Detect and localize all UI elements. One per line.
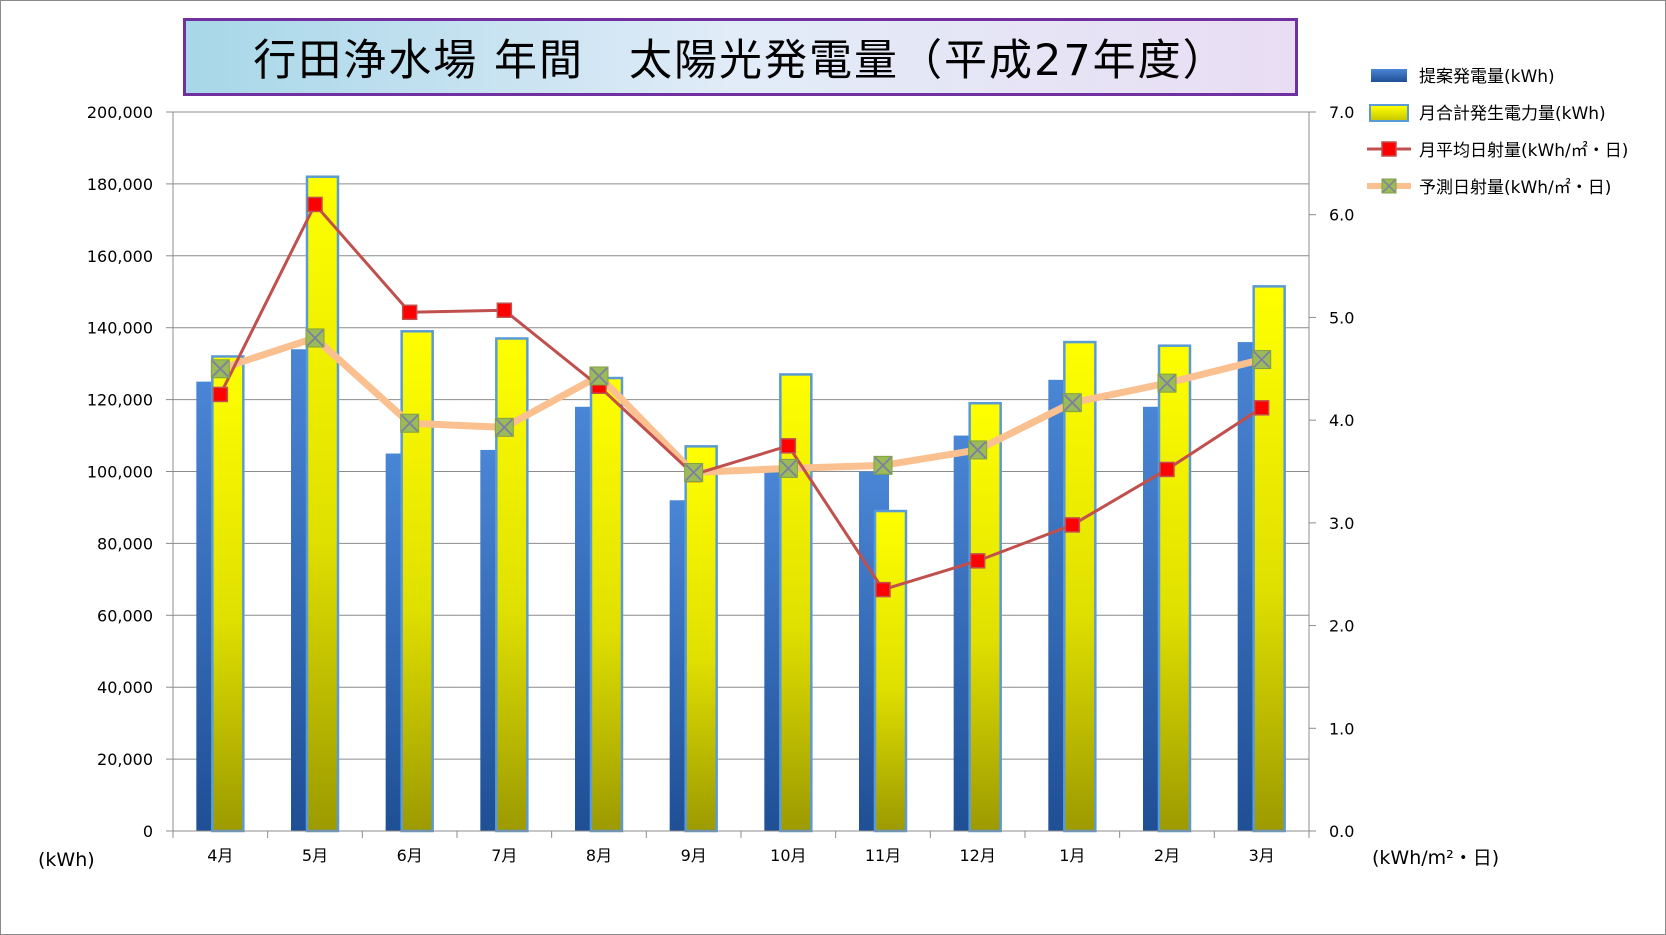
marker-forecast-cross <box>969 441 987 459</box>
left-axis-tick-label: 100,000 <box>87 463 153 482</box>
legend-label-line2: 予測日射量(kWh/㎡・日) <box>1419 178 1612 198</box>
x-axis-tick-label: 5月 <box>302 846 328 865</box>
left-axis-tick-label: 60,000 <box>97 606 153 625</box>
bar-actual <box>1063 340 1097 833</box>
marker-forecast-cross <box>685 463 703 482</box>
marker-forecast-cross <box>779 459 797 478</box>
marker-irradiance <box>1253 400 1270 416</box>
marker-irradiance <box>969 553 986 569</box>
x-axis-tick-label: 7月 <box>491 846 517 865</box>
right-axis-tick-label: 2.0 <box>1329 617 1354 636</box>
marker-forecast-cross <box>495 418 513 436</box>
marker-forecast-cross <box>1063 394 1081 412</box>
chart-title: 行田浄水場 年間 太陽光発電量（平成27年度） <box>253 36 1228 86</box>
legend-label-bar2: 月合計発生電力量(kWh) <box>1419 104 1606 124</box>
right-axis-tick-label: 7.0 <box>1329 103 1354 122</box>
bar-actual <box>1157 344 1192 833</box>
legend-item-bar1: 提案発電量(kWh) <box>1365 56 1628 93</box>
bar-actual <box>305 175 340 833</box>
x-axis-tick-label: 12月 <box>959 846 995 865</box>
x-axis-tick-label: 4月 <box>207 846 233 865</box>
right-axis-tick-label: 1.0 <box>1329 719 1354 738</box>
left-axis-tick-label: 0 <box>143 822 153 841</box>
axes-layer: 0 20,000 40,000 60,000 80,000 100,000 120,000 1… <box>87 103 1355 865</box>
legend-line2-icon <box>1367 178 1411 193</box>
marker-irradiance <box>496 302 513 318</box>
right-axis-tick-label: 0.0 <box>1329 822 1354 841</box>
x-axis-tick-label: 11月 <box>865 846 901 865</box>
x-axis-tick-label: 6月 <box>397 846 423 865</box>
marker-irradiance <box>1064 517 1081 533</box>
bar-actual <box>589 376 624 833</box>
x-axis-tick-label: 3月 <box>1249 846 1275 865</box>
left-axis-unit: (kWh) <box>38 849 95 871</box>
marker-irradiance <box>1159 461 1175 478</box>
legend-item-line1: 月平均日射量(kWh/㎡・日) <box>1365 130 1628 167</box>
x-axis-tick-label: 2月 <box>1154 846 1180 865</box>
left-axis-tick-label: 140,000 <box>87 319 153 338</box>
marker-forecast-cross <box>874 456 892 474</box>
x-axis-tick-label: 10月 <box>770 846 806 865</box>
legend-label-line1: 月平均日射量(kWh/㎡・日) <box>1419 141 1629 161</box>
right-axis-tick-label: 6.0 <box>1329 206 1354 225</box>
bar-actual <box>1252 285 1286 833</box>
right-axis-unit: (kWh/m²・日) <box>1372 847 1499 869</box>
legend: 提案発電量(kWh) 月合計発生電力量(kWh) 月平均日射量(kWh/㎡・日)… <box>1365 56 1628 204</box>
marker-forecast-cross <box>590 367 608 385</box>
marker-irradiance <box>875 581 891 598</box>
marker-forecast-cross <box>1253 350 1271 369</box>
left-axis-tick-label: 40,000 <box>97 678 153 697</box>
legend-swatch-line2 <box>1365 176 1413 196</box>
marker-irradiance <box>212 386 229 403</box>
line-forecast <box>219 334 1263 477</box>
legend-swatch-bar2 <box>1365 102 1413 122</box>
bar-actual <box>968 401 1002 833</box>
marker-forecast-cross <box>401 414 419 432</box>
marker-irradiance <box>401 304 418 321</box>
x-axis-tick-label: 1月 <box>1059 846 1085 865</box>
left-axis-tick-label: 80,000 <box>97 534 153 553</box>
left-axis-tick-label: 120,000 <box>87 391 153 410</box>
left-axis-tick-label: 160,000 <box>87 247 153 266</box>
legend-line1-icon <box>1367 140 1411 157</box>
right-axis-tick-label: 5.0 <box>1329 308 1354 327</box>
x-axis-tick-label: 8月 <box>586 846 612 865</box>
bar-actual <box>400 330 434 833</box>
bar-actual <box>684 445 718 833</box>
marker-irradiance <box>307 196 323 213</box>
marker-forecast-cross <box>211 360 229 378</box>
marker-irradiance <box>780 438 797 454</box>
legend-item-bar2: 月合計発生電力量(kWh) <box>1365 93 1628 130</box>
bar-actual <box>873 509 908 833</box>
left-axis-tick-label: 200,000 <box>87 103 153 122</box>
left-axis-tick-label: 180,000 <box>87 175 153 194</box>
marker-forecast-cross <box>1158 374 1176 392</box>
left-axis-tick-label: 20,000 <box>97 750 153 769</box>
bar-actual <box>495 337 529 833</box>
legend-swatch-bar1 <box>1365 65 1413 85</box>
bar-actual <box>211 355 245 833</box>
x-axis-tick-label: 9月 <box>681 846 707 865</box>
marker-forecast-cross <box>306 329 324 347</box>
lines-layer <box>210 196 1272 598</box>
chart-title-box: 行田浄水場 年間 太陽光発電量（平成27年度） <box>183 18 1298 96</box>
legend-item-line2: 予測日射量(kWh/㎡・日) <box>1365 167 1628 204</box>
right-axis-tick-label: 4.0 <box>1329 411 1354 430</box>
legend-swatch-line1 <box>1365 139 1413 159</box>
bars-layer <box>196 175 1286 833</box>
right-axis-tick-label: 3.0 <box>1329 514 1354 533</box>
line-irradiance <box>218 202 1263 592</box>
legend-label-bar1: 提案発電量(kWh) <box>1419 67 1555 87</box>
